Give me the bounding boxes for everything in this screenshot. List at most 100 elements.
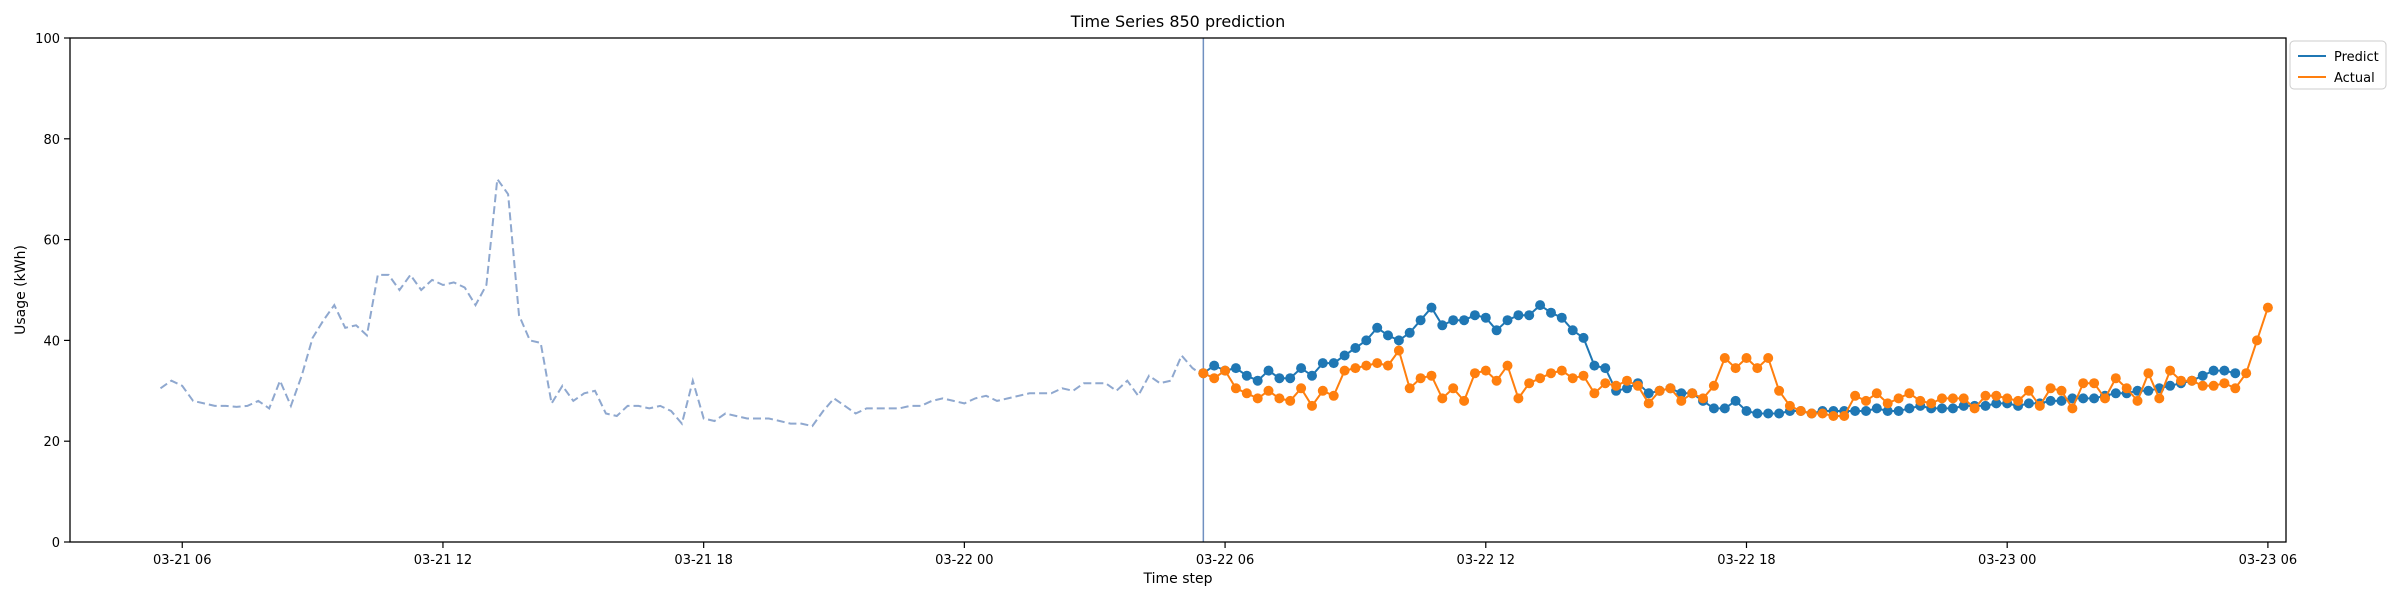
series-actual-point-13 (1339, 365, 1350, 376)
series-actual-point-64 (1893, 393, 1904, 404)
series-actual-point-66 (1915, 395, 1926, 406)
series-actual-point-21 (1426, 370, 1437, 381)
series-actual-point-54 (1784, 400, 1795, 411)
series-actual-point-56 (1806, 408, 1817, 419)
series-actual-point-62 (1871, 388, 1882, 399)
series-actual-point-20 (1415, 373, 1426, 384)
series-actual-point-44 (1676, 395, 1687, 406)
series-predict-point-11 (1317, 358, 1328, 369)
series-predict-point-19 (1404, 327, 1415, 338)
series-actual-point-37 (1600, 378, 1611, 389)
chart-title: Time Series 850 prediction (1070, 12, 1285, 31)
series-actual-point-96 (2241, 368, 2252, 379)
series-predict-point-34 (1567, 325, 1578, 336)
series-actual-point-57 (1817, 408, 1828, 419)
series-actual-point-39 (1622, 375, 1632, 386)
series-actual-point-36 (1589, 388, 1600, 399)
series-predict-point-14 (1350, 343, 1361, 353)
series-actual-point-43 (1665, 383, 1676, 394)
series-predict-point-4 (1241, 370, 1252, 381)
series-actual-point-59 (1839, 411, 1850, 421)
series-predict-point-89 (2165, 380, 2176, 391)
series-actual-point-7 (1274, 393, 1285, 404)
series-predict-point-18 (1393, 335, 1404, 346)
series-predict-point-82 (2089, 393, 2100, 404)
series-actual-point-85 (2121, 383, 2132, 394)
series-actual-point-41 (1643, 398, 1654, 409)
series-actual-point-0 (1198, 368, 1209, 379)
x-tick-label-2: 03-21 18 (674, 553, 732, 568)
series-actual-point-24 (1459, 395, 1470, 406)
series-actual (1198, 302, 2273, 421)
series-predict-point-62 (1871, 403, 1882, 414)
x-tick-label-8: 03-23 06 (2239, 553, 2297, 568)
series-actual-point-22 (1437, 393, 1448, 404)
series-predict-point-94 (2219, 365, 2230, 376)
series-predict-point-92 (2197, 370, 2208, 381)
series-actual-point-27 (1491, 375, 1502, 386)
series-predict-point-68 (1937, 403, 1947, 414)
series-actual-point-18 (1393, 345, 1404, 356)
series-predict-point-32 (1546, 307, 1556, 318)
series-actual-point-19 (1404, 383, 1415, 394)
series-predict-point-3 (1230, 363, 1241, 374)
series-predict-point-79 (2056, 395, 2067, 406)
series-predict-point-22 (1437, 320, 1448, 331)
series-actual-point-8 (1285, 395, 1296, 406)
series-actual-point-69 (1947, 393, 1958, 404)
series-actual-point-82 (2089, 378, 2100, 389)
series-predict-point-49 (1730, 395, 1741, 406)
series-predict-point-70 (1958, 400, 1969, 411)
series-predict-point-52 (1763, 408, 1774, 419)
series-actual-point-50 (1741, 353, 1752, 363)
series-predict-point-61 (1861, 406, 1871, 416)
series-actual-point-53 (1774, 385, 1785, 396)
series-actual-point-3 (1230, 383, 1241, 394)
series-predict-point-95 (2230, 368, 2241, 379)
series-predict-point-60 (1850, 406, 1861, 416)
y-tick-label-3: 60 (43, 234, 60, 249)
series-predict-point-65 (1904, 403, 1915, 414)
series-actual-point-71 (1969, 403, 1980, 414)
series-predict-point-20 (1415, 315, 1426, 326)
series-actual-point-47 (1708, 380, 1719, 391)
series-actual-point-51 (1752, 363, 1763, 374)
x-tick-label-5: 03-22 12 (1457, 553, 1515, 568)
series-actual-point-74 (2002, 393, 2013, 404)
series-predict-point-10 (1307, 370, 1317, 381)
series-predict-point-50 (1741, 406, 1752, 416)
series-predict-point-44 (1676, 388, 1687, 399)
series-actual-point-63 (1882, 398, 1893, 409)
series-predict-point-26 (1480, 312, 1491, 323)
series-actual-point-14 (1350, 363, 1361, 374)
series-predict-point-27 (1491, 325, 1502, 336)
series-actual-point-46 (1698, 393, 1708, 404)
series-predict-point-29 (1513, 310, 1524, 321)
series-actual-point-2 (1220, 365, 1231, 376)
series-predict-point-93 (2208, 365, 2219, 376)
series-actual-point-89 (2165, 365, 2176, 376)
series-actual-point-9 (1296, 383, 1307, 394)
series-actual-point-32 (1546, 368, 1556, 379)
series-actual-point-78 (2045, 383, 2056, 394)
series-predict-point-78 (2045, 395, 2056, 406)
series-predict (1198, 300, 2241, 419)
series-predict-point-28 (1502, 315, 1513, 326)
series-actual-point-25 (1469, 368, 1480, 379)
series-predict-point-15 (1361, 335, 1372, 346)
y-tick-label-4: 80 (43, 133, 60, 148)
series-actual-point-29 (1513, 393, 1524, 404)
legend: Predict Actual (2289, 40, 2387, 90)
x-axis: 03-21 06 03-21 12 03-21 18 03-22 00 03-22 06… (153, 542, 2297, 568)
series-actual-point-60 (1850, 390, 1861, 401)
series-predict-point-36 (1589, 360, 1600, 371)
series-predict-point-6 (1263, 365, 1274, 376)
series-predict-point-17 (1383, 330, 1393, 341)
series-actual-point-88 (2154, 393, 2165, 404)
history-line (159, 176, 1204, 428)
series-actual-point-34 (1567, 373, 1578, 384)
series-predict-point-7 (1274, 373, 1285, 384)
series-actual-point-1 (1209, 373, 1220, 384)
series-actual-point-91 (2186, 375, 2197, 386)
series-actual-point-98 (2262, 302, 2273, 313)
